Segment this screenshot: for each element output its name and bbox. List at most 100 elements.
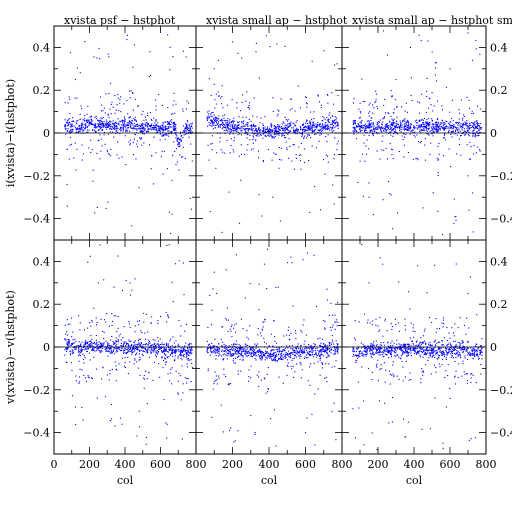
data-point <box>206 340 208 342</box>
data-point <box>317 121 319 124</box>
data-point <box>322 124 324 126</box>
y-tick-label: −0.4 <box>23 427 50 440</box>
data-point <box>431 344 433 346</box>
data-point <box>210 352 213 354</box>
data-point <box>311 351 313 353</box>
data-point <box>67 339 69 341</box>
data-point <box>214 127 216 129</box>
data-point <box>82 119 84 121</box>
data-point <box>162 133 164 136</box>
data-point <box>88 119 90 121</box>
data-point <box>166 128 168 130</box>
data-point <box>72 120 74 122</box>
data-point <box>319 345 321 347</box>
data-point <box>329 351 331 353</box>
data-point <box>421 119 423 121</box>
data-point <box>152 126 154 128</box>
data-point <box>431 92 433 94</box>
data-point <box>324 328 326 330</box>
data-point <box>185 125 188 127</box>
data-point <box>356 138 358 140</box>
data-point <box>241 351 243 353</box>
data-point <box>365 348 367 350</box>
data-point <box>327 155 329 157</box>
data-point <box>296 347 298 349</box>
data-point <box>412 131 414 133</box>
data-point <box>151 347 153 349</box>
data-point <box>254 357 256 360</box>
data-point <box>403 144 405 146</box>
data-point <box>472 135 474 137</box>
data-point <box>386 123 388 125</box>
data-point <box>234 331 237 333</box>
data-point <box>392 119 394 121</box>
data-point <box>113 128 115 130</box>
data-point <box>211 115 213 117</box>
data-point <box>245 355 247 357</box>
data-point <box>80 105 82 107</box>
data-point <box>227 126 229 128</box>
panel-1-points <box>206 35 339 233</box>
data-point <box>403 136 406 138</box>
data-point <box>134 133 136 136</box>
data-point <box>391 95 393 97</box>
data-point <box>266 373 268 375</box>
data-point <box>222 122 224 124</box>
data-point <box>322 347 324 349</box>
data-point <box>300 362 302 364</box>
data-point <box>241 354 243 356</box>
data-point <box>157 352 159 354</box>
data-point <box>408 123 410 125</box>
data-point <box>399 126 401 128</box>
data-point <box>258 135 260 137</box>
data-point <box>396 116 398 118</box>
data-point <box>83 130 85 132</box>
data-point <box>469 124 471 126</box>
data-point <box>244 128 246 130</box>
data-point <box>97 282 99 284</box>
data-point <box>297 343 299 345</box>
data-point <box>152 379 154 382</box>
data-point <box>218 125 220 127</box>
data-point <box>315 351 317 353</box>
data-point <box>187 344 189 346</box>
data-point <box>311 118 313 120</box>
data-point <box>232 121 234 123</box>
data-point <box>105 93 107 95</box>
data-point <box>432 124 434 126</box>
data-point <box>369 124 371 126</box>
data-point <box>129 348 132 350</box>
data-point <box>306 135 308 137</box>
data-point <box>256 116 258 118</box>
data-point <box>469 107 471 109</box>
data-point <box>215 349 217 351</box>
data-point <box>300 355 302 357</box>
data-point <box>96 126 98 128</box>
data-point <box>307 344 310 346</box>
data-point <box>334 351 336 353</box>
data-point <box>296 129 298 131</box>
data-point <box>270 124 272 126</box>
data-point <box>424 124 426 126</box>
data-point <box>102 367 104 369</box>
data-point <box>121 289 123 291</box>
data-point <box>326 93 328 96</box>
data-point <box>419 119 421 121</box>
data-point <box>165 350 167 352</box>
data-point <box>304 348 306 350</box>
data-point <box>81 369 83 371</box>
data-point <box>254 125 256 127</box>
data-point <box>216 346 218 348</box>
data-point <box>117 341 119 343</box>
data-point <box>120 111 122 113</box>
data-point <box>250 414 252 417</box>
data-point <box>331 124 334 126</box>
data-point <box>223 343 225 346</box>
data-point <box>169 349 171 351</box>
data-point <box>133 128 135 130</box>
data-point <box>273 131 275 133</box>
data-point <box>391 153 393 156</box>
data-point <box>373 107 375 109</box>
data-point <box>458 121 460 123</box>
data-point <box>317 354 319 356</box>
